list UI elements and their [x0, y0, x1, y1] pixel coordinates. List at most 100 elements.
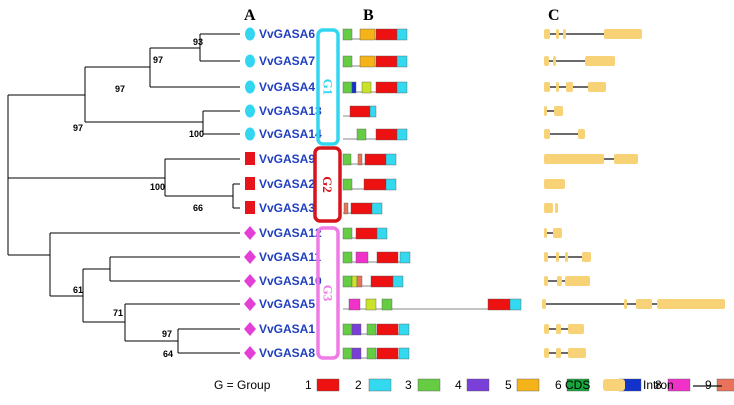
- motif-box: [349, 105, 371, 118]
- legend-motif-number: 6: [555, 378, 562, 392]
- cds-exon: [566, 82, 573, 92]
- motif-box: [366, 323, 377, 336]
- bootstrap-value: 97: [115, 84, 125, 94]
- motif-box: [376, 227, 388, 240]
- cds-exon: [544, 179, 565, 189]
- motif-box: [357, 153, 363, 166]
- motif-box: [392, 275, 404, 288]
- motif-box: [375, 81, 398, 94]
- motif-box: [342, 81, 353, 94]
- group-label-g1: G1: [321, 79, 336, 96]
- motif-box: [342, 227, 353, 240]
- motif-box: [342, 251, 353, 264]
- group-label-g2: G2: [320, 176, 335, 193]
- group-box-g3: [316, 226, 340, 360]
- motif-box: [350, 202, 373, 215]
- gene-label-vvgasa5: VvGASA5: [259, 297, 315, 311]
- motif-box: [343, 202, 349, 215]
- cds-exon: [556, 82, 559, 92]
- motif-box: [348, 298, 361, 311]
- motif-box: [355, 227, 378, 240]
- motif-box: [363, 178, 387, 191]
- legend-motif-swatch: [316, 378, 340, 392]
- legend-motif-swatch: [566, 378, 590, 392]
- gene-label-vvgasa12: VvGASA12: [259, 226, 322, 240]
- gene-label-vvgasa6: VvGASA6: [259, 27, 315, 41]
- motif-box: [398, 347, 410, 360]
- panel-letter-b: B: [363, 7, 374, 24]
- group-marker-diamond: [244, 346, 256, 360]
- cds-exon: [568, 324, 584, 334]
- motif-box: [342, 55, 353, 68]
- cds-exon: [553, 228, 562, 238]
- cds-exon: [556, 29, 559, 39]
- gene-label-vvgasa3: VvGASA3: [259, 201, 315, 215]
- gene-label-vvgasa2: VvGASA2: [259, 177, 315, 191]
- group-label-g3: G3: [321, 285, 336, 302]
- cds-exon: [544, 106, 547, 116]
- group-marker-circle: [245, 54, 255, 68]
- motif-box: [355, 251, 369, 264]
- gene-label-vvgasa10: VvGASA10: [259, 274, 322, 288]
- motif-box: [351, 347, 362, 360]
- motif-box: [342, 347, 353, 360]
- gene-label-vvgasa1: VvGASA1: [259, 322, 315, 336]
- motif-box: [376, 251, 399, 264]
- cds-exon: [556, 324, 561, 334]
- group-marker-diamond: [244, 226, 256, 240]
- motif-box: [371, 202, 383, 215]
- legend-cds-swatch: [603, 379, 625, 391]
- motif-box: [399, 251, 411, 264]
- gene-list: VvGASA6 VvGASA7 VvGASA4 VvGASA13 VvGASA14 VvG…: [244, 27, 322, 360]
- group-marker-square: [245, 152, 255, 165]
- cds-exon: [557, 276, 562, 286]
- legend-motif-number: 3: [405, 378, 412, 392]
- legend-motif-number: 1: [305, 378, 312, 392]
- panel-letter-a: A: [244, 7, 256, 24]
- cds-exon: [585, 56, 615, 66]
- group-marker-square: [245, 177, 255, 190]
- group-marker-diamond: [244, 297, 256, 311]
- motif-box: [366, 347, 377, 360]
- group-marker-circle: [245, 127, 255, 141]
- phylogenetic-tree: 93 97 97 100 97 100 66 61 71 97 64: [7, 33, 240, 359]
- legend-group-text: G = Group: [214, 378, 271, 392]
- group-marker-circle: [245, 104, 255, 118]
- motif-box: [342, 178, 353, 191]
- motif-box: [396, 55, 408, 68]
- motif-box: [351, 81, 357, 94]
- motif-box: [342, 323, 353, 336]
- legend-motif-swatch: [716, 378, 734, 392]
- bootstrap-value: 97: [153, 55, 163, 65]
- cds-exon: [568, 348, 586, 358]
- cds-exon: [556, 348, 561, 358]
- cds-exon: [636, 299, 652, 309]
- cds-exon: [565, 276, 590, 286]
- cds-exon: [614, 154, 638, 164]
- cds-exon: [544, 203, 553, 213]
- cds-exon: [544, 129, 550, 139]
- motif-panel: [342, 28, 522, 360]
- motif-box: [375, 55, 398, 68]
- motif-box: [487, 298, 511, 311]
- bootstrap-value: 71: [113, 308, 123, 318]
- legend-motif-swatch: [667, 378, 691, 392]
- cds-exon: [624, 299, 627, 309]
- cds-exon: [544, 154, 604, 164]
- motif-box: [361, 81, 372, 94]
- gene-label-vvgasa4: VvGASA4: [259, 80, 315, 94]
- motif-box: [342, 275, 353, 288]
- gene-label-vvgasa14: VvGASA14: [259, 127, 322, 141]
- bootstrap-value: 61: [73, 285, 83, 295]
- bootstrap-value: 100: [189, 129, 204, 139]
- cds-exon: [544, 276, 548, 286]
- legend-motif-swatch: [466, 378, 490, 392]
- bootstrap-value: 66: [193, 203, 203, 213]
- gene-label-vvgasa7: VvGASA7: [259, 54, 315, 68]
- motif-box: [396, 28, 408, 41]
- cds-exon: [555, 203, 558, 213]
- gene-structure-panel: [542, 29, 725, 358]
- motif-box: [365, 298, 377, 311]
